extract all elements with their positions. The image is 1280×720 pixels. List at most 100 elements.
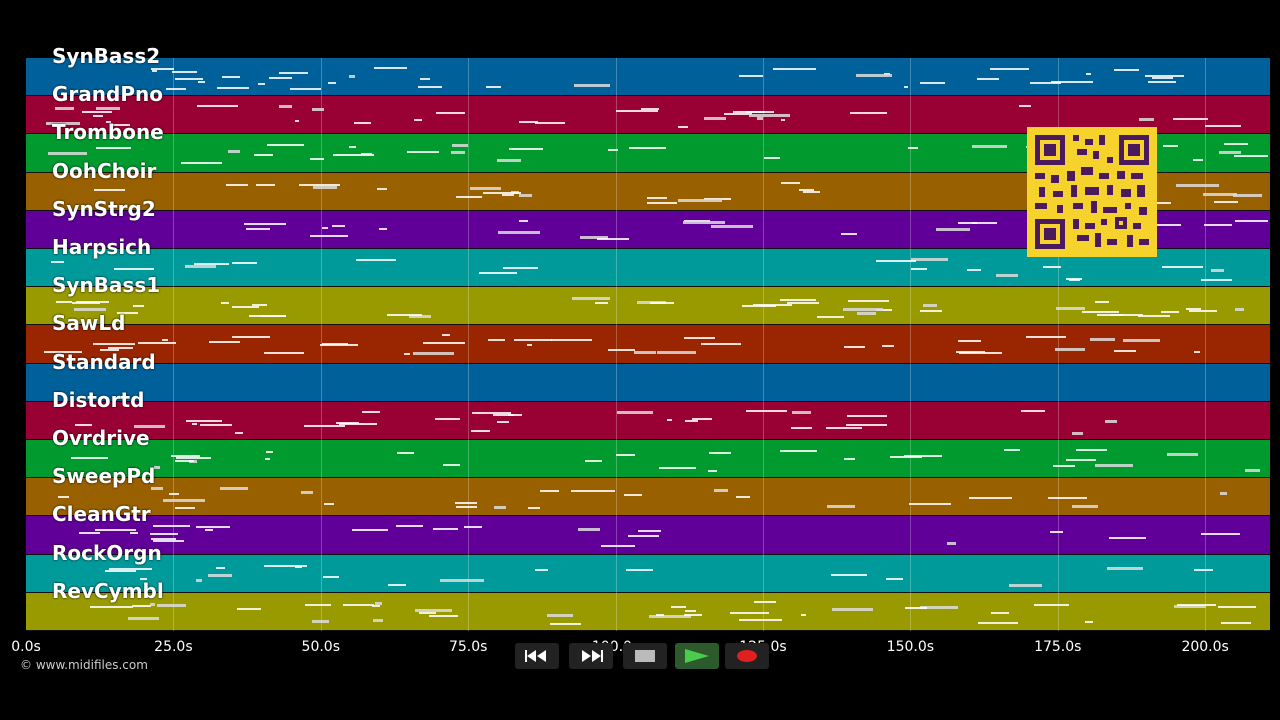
note xyxy=(105,570,137,573)
note xyxy=(518,194,532,198)
note xyxy=(780,118,786,121)
note xyxy=(550,622,582,625)
note xyxy=(342,603,374,606)
note xyxy=(207,573,232,577)
note xyxy=(875,308,893,311)
note xyxy=(324,503,334,506)
note xyxy=(356,259,397,262)
note xyxy=(412,351,454,355)
note xyxy=(1071,431,1084,435)
note xyxy=(494,505,507,509)
note xyxy=(1147,80,1176,83)
note xyxy=(684,337,716,340)
note xyxy=(312,107,325,111)
note xyxy=(1219,150,1242,154)
note xyxy=(93,189,126,192)
note xyxy=(1232,194,1263,198)
stop-button[interactable] xyxy=(623,643,667,669)
note xyxy=(947,542,956,546)
note xyxy=(616,410,653,414)
note xyxy=(595,302,609,305)
note xyxy=(656,351,696,355)
note xyxy=(518,219,529,222)
note xyxy=(455,502,478,505)
track-lane-distortd xyxy=(26,401,1270,440)
note xyxy=(374,602,382,606)
gridline xyxy=(173,58,175,631)
note xyxy=(137,341,177,344)
note xyxy=(171,455,201,458)
time-tick-label: 50.0s xyxy=(301,639,341,655)
note xyxy=(55,106,74,110)
note xyxy=(456,506,478,509)
note xyxy=(714,489,728,493)
note xyxy=(161,339,169,342)
note xyxy=(708,469,717,472)
note xyxy=(95,146,132,149)
note xyxy=(418,612,436,615)
note xyxy=(95,107,121,111)
note xyxy=(1193,159,1204,162)
note xyxy=(362,410,381,413)
note xyxy=(1021,410,1046,413)
note xyxy=(197,104,239,107)
note xyxy=(1094,301,1109,304)
note xyxy=(1147,201,1172,204)
play-button[interactable] xyxy=(675,643,719,669)
track-label: Harpsich xyxy=(52,235,152,259)
note xyxy=(534,122,566,125)
note xyxy=(779,450,818,453)
note xyxy=(441,334,451,337)
note xyxy=(1019,104,1031,107)
note xyxy=(352,528,389,531)
note xyxy=(844,457,856,460)
record-icon xyxy=(737,650,757,662)
note xyxy=(700,343,741,346)
note xyxy=(174,459,194,462)
note xyxy=(48,151,87,155)
track-lane-rockorgn xyxy=(26,554,1270,593)
record-button[interactable] xyxy=(725,643,769,669)
note xyxy=(683,221,725,225)
note xyxy=(684,420,698,423)
note xyxy=(294,119,299,122)
note xyxy=(1026,335,1066,338)
note xyxy=(353,121,371,124)
note xyxy=(844,345,865,348)
note xyxy=(752,304,792,307)
note xyxy=(855,73,893,77)
note xyxy=(150,68,175,71)
note xyxy=(74,424,92,427)
note xyxy=(175,507,196,510)
note xyxy=(908,503,952,506)
fast-forward-button[interactable] xyxy=(569,643,613,669)
note xyxy=(1186,307,1202,310)
note xyxy=(1220,491,1227,495)
track-lane-standard xyxy=(26,363,1270,402)
note xyxy=(332,224,346,227)
note xyxy=(487,339,505,342)
note xyxy=(313,185,338,189)
note xyxy=(373,67,408,70)
note xyxy=(966,268,982,271)
note xyxy=(1034,603,1070,606)
rewind-button[interactable] xyxy=(515,643,559,669)
track-lane-revcymbl xyxy=(26,592,1270,631)
note xyxy=(79,532,100,535)
note xyxy=(648,615,692,619)
note xyxy=(904,455,942,458)
note xyxy=(417,85,443,88)
note xyxy=(1139,117,1154,121)
note xyxy=(1203,192,1237,196)
note xyxy=(485,86,502,89)
note xyxy=(875,260,917,263)
note xyxy=(710,224,754,228)
note xyxy=(388,584,406,587)
note xyxy=(904,607,928,610)
note xyxy=(850,111,888,114)
note xyxy=(508,414,523,417)
note xyxy=(692,417,712,420)
note xyxy=(1050,531,1063,534)
note xyxy=(45,122,81,126)
note xyxy=(1029,82,1062,85)
